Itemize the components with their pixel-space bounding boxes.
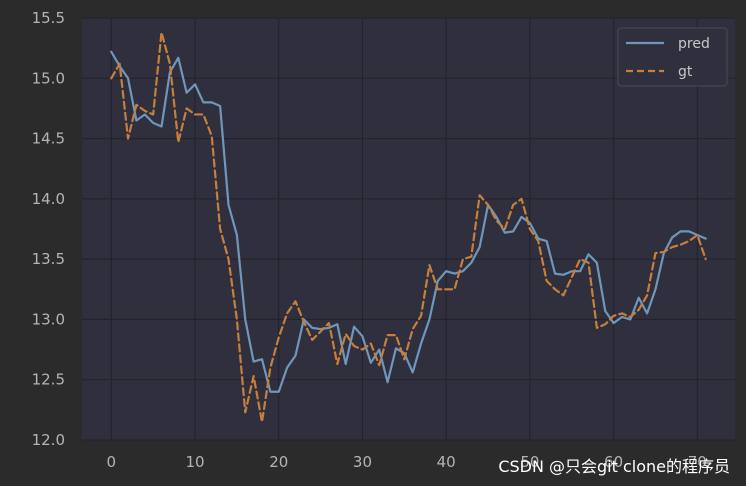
legend-pred-label: pred <box>678 36 710 52</box>
legend-gt-label: gt <box>678 64 693 80</box>
y-tick-label: 13.0 <box>32 310 65 328</box>
x-tick-label: 20 <box>269 453 288 471</box>
x-tick-label: 70 <box>688 453 707 471</box>
legend-box <box>617 27 728 87</box>
y-tick-label: 14.0 <box>32 190 65 208</box>
x-tick-label: 60 <box>604 453 623 471</box>
y-tick-label: 12.0 <box>32 431 65 449</box>
x-tick-label: 30 <box>353 453 372 471</box>
grid-lines <box>82 17 735 441</box>
x-tick-label: 40 <box>437 453 456 471</box>
series-gt-line <box>110 31 707 424</box>
x-tick-label: 10 <box>185 453 204 471</box>
watermark-text: CSDN @只会git clone的程序员 <box>498 457 730 476</box>
y-tick-label: 15.0 <box>32 69 65 87</box>
legend: pred gt <box>617 27 728 87</box>
y-tick-label: 12.5 <box>32 371 65 389</box>
y-tick-label: 13.5 <box>32 250 65 268</box>
y-tick-label: 14.5 <box>32 130 65 148</box>
series-lines <box>110 31 707 424</box>
axis-ticks: 0 10 20 30 40 50 60 70 12.0 12.5 13.0 13.5 14.0 14.5 1… <box>32 9 707 471</box>
x-tick-label: 50 <box>520 453 539 471</box>
x-tick-label: 0 <box>107 453 117 471</box>
series-pred-line <box>110 50 707 393</box>
y-tick-label: 15.5 <box>32 9 65 27</box>
